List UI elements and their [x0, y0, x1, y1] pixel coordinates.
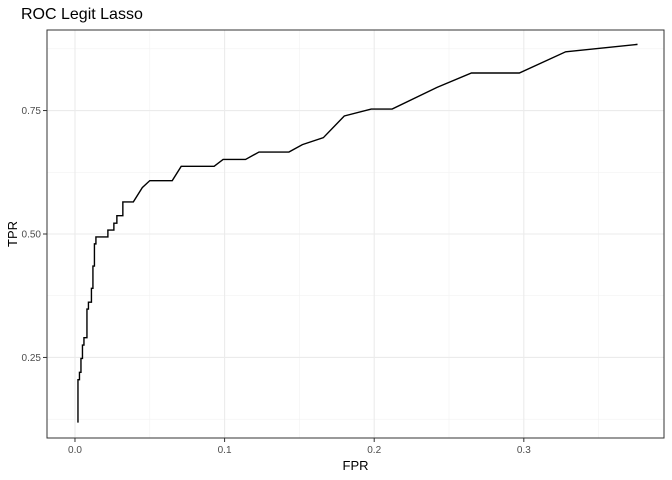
x-tick-label: 0.3: [517, 445, 531, 456]
y-axis-title: TPR: [5, 221, 20, 247]
x-tick-label: 0.2: [367, 445, 381, 456]
x-tick-label: 0.1: [218, 445, 232, 456]
x-axis-ticks: 0.0 0.1 0.2 0.3: [68, 438, 531, 456]
y-tick-label: 0.75: [22, 106, 42, 117]
x-axis-title: FPR: [343, 458, 369, 473]
y-tick-label: 0.50: [22, 230, 42, 241]
y-axis-ticks: 0.25 0.50 0.75: [22, 106, 47, 364]
y-tick-label: 0.25: [22, 353, 42, 364]
x-tick-label: 0.0: [68, 445, 82, 456]
chart-title: ROC Legit Lasso: [21, 6, 143, 23]
major-gridlines: [47, 30, 664, 438]
series-line: [77, 43, 638, 423]
